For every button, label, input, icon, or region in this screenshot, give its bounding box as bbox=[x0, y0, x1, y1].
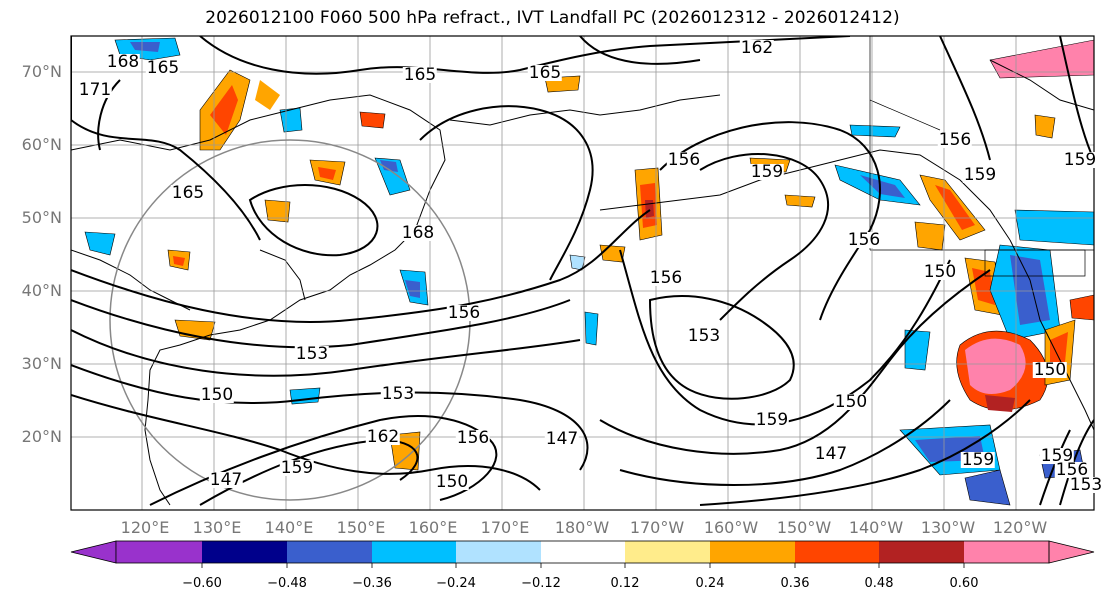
colorbar-tick-label: −0.24 bbox=[436, 576, 476, 591]
contour-label: 153 bbox=[294, 344, 330, 364]
colorbar-segment bbox=[879, 541, 964, 563]
colorbar-min-extend bbox=[70, 540, 117, 564]
contour-label: 159 bbox=[962, 165, 998, 185]
contour-label: 156 bbox=[666, 150, 702, 170]
contour-label: 156 bbox=[846, 230, 882, 250]
contour-label: 168 bbox=[400, 223, 436, 243]
contour-label: 153 bbox=[380, 384, 416, 404]
colorbar-max-extend bbox=[1048, 540, 1095, 564]
contour-label: 159 bbox=[960, 450, 996, 470]
lon-label: 160°E bbox=[408, 518, 458, 537]
contour-label: 165 bbox=[402, 65, 438, 85]
lon-label: 150°W bbox=[776, 518, 832, 537]
contour-label: 156 bbox=[446, 303, 482, 323]
colorbar-tick-label: 0.60 bbox=[949, 576, 979, 591]
contour-label: 165 bbox=[170, 183, 206, 203]
height-contours bbox=[71, 36, 1094, 506]
colorbar-segment bbox=[456, 541, 541, 563]
colorbar-tick-label: −0.36 bbox=[352, 576, 392, 591]
contour-label: 156 bbox=[455, 428, 491, 448]
contour-label: 150 bbox=[833, 392, 869, 412]
contour-label: 159 bbox=[1039, 446, 1075, 466]
colorbar-segment bbox=[964, 541, 1049, 563]
colorbar bbox=[70, 540, 1095, 568]
contour-label: 156 bbox=[937, 130, 973, 150]
colorbar-segment bbox=[287, 541, 372, 563]
lon-label: 180°W bbox=[554, 518, 610, 537]
lat-label: 20°N bbox=[21, 427, 62, 446]
colorbar-tick-label: −0.60 bbox=[182, 576, 222, 591]
colorbar-tick-label: 0.36 bbox=[780, 576, 810, 591]
contour-label: 162 bbox=[739, 38, 775, 58]
graticule bbox=[71, 36, 1094, 510]
contour-label: 171 bbox=[77, 80, 113, 100]
colorbar-segment bbox=[625, 541, 710, 563]
contour-label: 156 bbox=[648, 268, 684, 288]
contour-label: 147 bbox=[544, 429, 580, 449]
contour-label: 168 bbox=[105, 52, 141, 72]
contour-label: 150 bbox=[434, 472, 470, 492]
lon-label: 130°E bbox=[192, 518, 242, 537]
lat-label: 30°N bbox=[21, 354, 62, 373]
lat-label: 70°N bbox=[21, 62, 62, 81]
lon-label: 160°W bbox=[703, 518, 759, 537]
colorbar-segment bbox=[372, 541, 456, 563]
contour-label: 147 bbox=[813, 444, 849, 464]
colorbar-tick-label: 0.48 bbox=[864, 576, 894, 591]
colorbar-segment bbox=[202, 541, 287, 563]
colorbar-segment bbox=[116, 541, 202, 563]
lat-label: 50°N bbox=[21, 208, 62, 227]
lon-label: 130°W bbox=[920, 518, 976, 537]
colorbar-tick-label: 0.24 bbox=[695, 576, 725, 591]
contour-label: 162 bbox=[365, 427, 401, 447]
colorbar-segment bbox=[541, 541, 625, 563]
lon-label: 150°E bbox=[336, 518, 386, 537]
lat-label: 60°N bbox=[21, 135, 62, 154]
lon-label: 170°W bbox=[629, 518, 685, 537]
contour-label: 150 bbox=[1032, 360, 1068, 380]
lon-label: 140°W bbox=[848, 518, 904, 537]
contour-label: 147 bbox=[208, 470, 244, 490]
contour-label: 159 bbox=[1062, 150, 1098, 170]
coastlines bbox=[71, 36, 1094, 506]
lon-label: 140°E bbox=[264, 518, 314, 537]
contour-label: 159 bbox=[754, 410, 790, 430]
lon-label: 120°W bbox=[992, 518, 1048, 537]
colorbar-segment bbox=[710, 541, 795, 563]
contour-label: 150 bbox=[199, 385, 235, 405]
contour-label: 165 bbox=[145, 58, 181, 78]
lat-label: 40°N bbox=[21, 281, 62, 300]
contour-label: 165 bbox=[527, 63, 563, 83]
colorbar-tick-label: −0.48 bbox=[267, 576, 307, 591]
contour-label: 159 bbox=[279, 458, 315, 478]
colorbar-tick-label: −0.12 bbox=[521, 576, 561, 591]
contour-label: 153 bbox=[686, 326, 722, 346]
contour-label: 159 bbox=[749, 162, 785, 182]
map-frame bbox=[70, 35, 1095, 511]
colorbar-tick-label: 0.12 bbox=[610, 576, 640, 591]
contour-label: 150 bbox=[922, 262, 958, 282]
contour-label: 153 bbox=[1068, 475, 1104, 495]
lon-label: 170°E bbox=[480, 518, 530, 537]
colorbar-segment bbox=[795, 541, 879, 563]
chart-title: 2026012100 F060 500 hPa refract., IVT La… bbox=[205, 8, 900, 28]
lon-label: 120°E bbox=[120, 518, 170, 537]
contour-label: 156 bbox=[1054, 460, 1090, 480]
